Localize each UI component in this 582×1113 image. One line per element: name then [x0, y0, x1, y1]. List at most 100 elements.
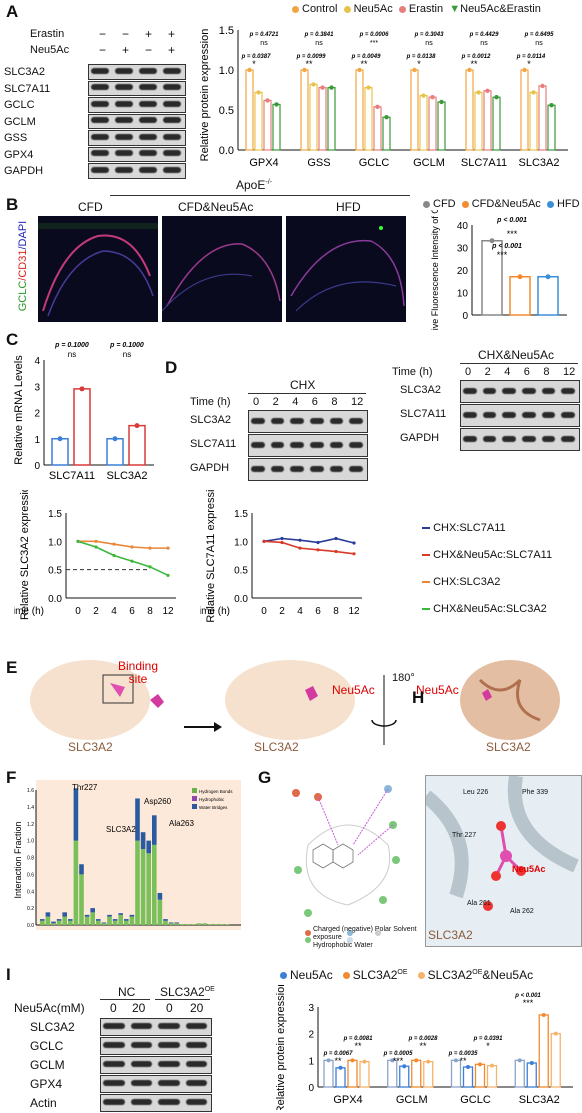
blot-band [103, 1023, 125, 1029]
bar-hbond [84, 916, 90, 925]
series-line [263, 537, 355, 544]
data-point [298, 538, 302, 542]
bar [51, 438, 69, 466]
significance: ns [123, 350, 131, 359]
fluorescence-image-hfd [286, 216, 406, 322]
blot-strip [88, 64, 186, 80]
bar [263, 99, 272, 151]
group-bracket-2 [155, 999, 210, 1000]
blot-band [158, 1061, 180, 1067]
bar-water [174, 922, 179, 924]
panel-label-a: A [6, 2, 19, 21]
blot-band [290, 417, 304, 424]
bar-hbond [40, 920, 45, 925]
blot-strip [460, 404, 580, 427]
blot-band [522, 435, 536, 442]
legend-label: Water Bridges [199, 805, 228, 810]
data-point [298, 546, 302, 550]
bar [437, 101, 446, 151]
blot-band [158, 1023, 180, 1029]
bar-water [152, 815, 157, 845]
data-point [94, 545, 98, 549]
protein-label: SLC3A2 [4, 66, 45, 78]
p-value: p = 0.0049 [351, 54, 382, 60]
y-tick-label: 0.0 [234, 594, 248, 605]
bar [538, 1014, 549, 1088]
blot-band [158, 1042, 180, 1048]
bar [355, 69, 364, 151]
bar-water [73, 788, 79, 841]
time-tick: 4 [292, 396, 299, 408]
bar-hbond [129, 916, 135, 925]
blot-band [91, 84, 109, 91]
bar [462, 1066, 474, 1088]
protein-label: Actin [30, 1096, 57, 1110]
y-axis-label: Relative protein expression [275, 985, 287, 1110]
bar [254, 91, 263, 151]
blot-band [482, 411, 497, 418]
time-tick: 6 [523, 366, 530, 378]
series-line [263, 540, 355, 555]
blot-strip [88, 80, 186, 96]
bar-water [140, 832, 146, 850]
blot-band [310, 441, 324, 448]
conc-4: 20 [190, 1001, 204, 1015]
bar-hbond [45, 916, 51, 925]
bar-water [40, 919, 45, 921]
blot-band [130, 1061, 152, 1067]
x-tick-label: SLC3A2 [107, 470, 148, 482]
bar [411, 1059, 422, 1088]
erastin-mark-2: − [122, 27, 130, 41]
blot-d1-bracket [248, 393, 366, 394]
bar [382, 116, 391, 151]
bar [106, 438, 124, 466]
bar-hbond [68, 920, 73, 925]
neu5ac-mark-2: + [122, 43, 130, 57]
data-point [489, 238, 495, 244]
time-tick: 2 [484, 366, 491, 378]
blot-band [482, 435, 497, 442]
time-tick: 12 [351, 396, 364, 408]
legend-i: Neu5Ac SLC3A2OE SLC3A2OE&Neu5Ac [280, 968, 533, 982]
data-point [134, 423, 140, 429]
y-tick-label: 40 [457, 221, 469, 232]
x-axis-label: Time (h) [200, 606, 230, 617]
data-point [531, 90, 536, 95]
blot-band [270, 441, 285, 448]
peak-label: Asp260 [144, 797, 172, 806]
blot-band [139, 67, 157, 74]
legend-g: Charged (negative) Polar Solvent exposur… [313, 926, 417, 949]
bar-hbond [101, 923, 107, 925]
bar-hbond [62, 916, 67, 925]
blot-band [163, 84, 181, 91]
blot-band [502, 411, 516, 418]
bar-water [96, 919, 101, 921]
x-tick-label: 2 [279, 606, 285, 617]
x-tick-label: 0 [75, 606, 81, 617]
apoe-title: ApoE-/- [236, 178, 272, 192]
blot-band [163, 100, 181, 107]
p-value: p < 0.001 [496, 217, 527, 224]
bar-chart-a: 0.0 0.5 1.0 1.5 Relative protein expression G… [199, 25, 568, 169]
bar [547, 104, 556, 151]
y-tick-label: 1.0 [48, 537, 62, 548]
blot-strip [460, 380, 580, 403]
bar [359, 1061, 370, 1088]
protein-label: GCLM [30, 1058, 65, 1072]
panel-label-c: C [6, 330, 19, 349]
blot-band [103, 1080, 125, 1086]
bar [514, 1059, 525, 1088]
bar [419, 94, 428, 151]
conc-2: 20 [132, 1001, 146, 1015]
time-tick: 4 [504, 366, 511, 378]
time-tick: 8 [543, 366, 550, 378]
bar [526, 1062, 537, 1088]
y-tick-label: 30 [457, 244, 469, 255]
data-point [362, 1059, 367, 1064]
y-tick-label: 0.5 [219, 105, 234, 117]
blot-band [251, 417, 265, 424]
erastin-mark-4: + [168, 27, 176, 41]
data-point [265, 98, 270, 103]
residue-4: Ala 261 [467, 900, 491, 907]
bar-hbond [79, 874, 84, 925]
